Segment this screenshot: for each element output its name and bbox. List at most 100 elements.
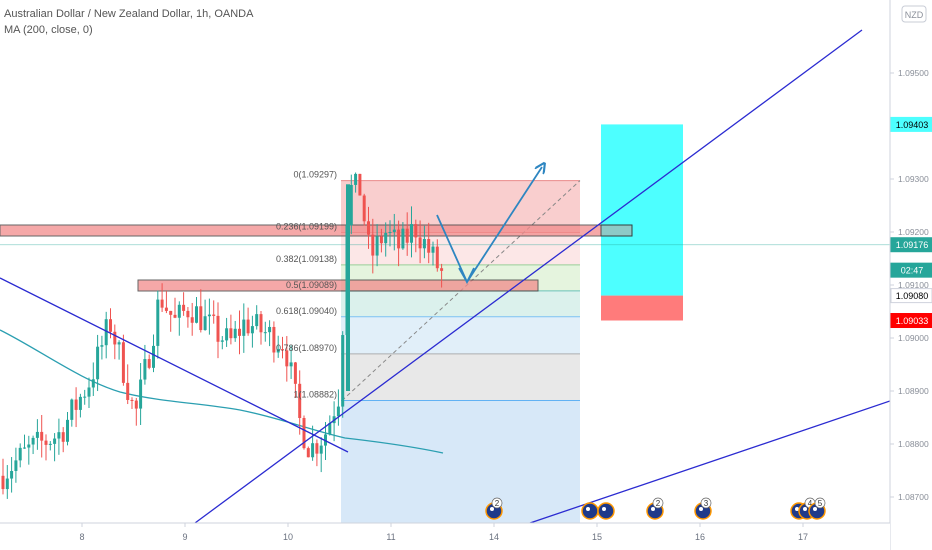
- candle-body: [190, 317, 194, 323]
- support-zone: [137, 279, 539, 292]
- trendlines[interactable]: [0, 29, 891, 524]
- event-marker: 2: [485, 497, 503, 520]
- candle-body: [285, 350, 289, 367]
- long-position-tool[interactable]: [601, 124, 683, 321]
- impulse-candle: [346, 184, 350, 391]
- candle-body: [440, 268, 444, 271]
- projection-arrow-tip: [458, 267, 475, 284]
- price-label-text: 1.09033: [896, 316, 929, 326]
- candle-body: [388, 232, 392, 234]
- event-count-label: 4: [808, 499, 813, 508]
- price-label-text: 1.09403: [896, 120, 929, 130]
- candle-body: [336, 406, 340, 417]
- candle-body: [405, 228, 409, 243]
- candle-body: [169, 310, 173, 315]
- fibonacci-labels: 0(1.09297) 0.236(1.09199) 0.382(1.09138) 0.…: [276, 170, 337, 400]
- time-tick-label: 11: [386, 532, 395, 542]
- candle-body: [195, 306, 198, 323]
- candle-body: [238, 328, 241, 336]
- candle-body: [229, 328, 233, 339]
- currency-badge[interactable]: NZD: [901, 5, 927, 23]
- candle-body: [18, 447, 22, 461]
- candle-body: [233, 328, 237, 339]
- candle-body: [431, 246, 435, 253]
- candle-body: [130, 399, 134, 401]
- event-marker: [581, 502, 599, 520]
- flag-star-icon: [490, 507, 494, 511]
- fib-zone: [341, 180, 580, 233]
- price-tick-label: 1.09000: [898, 333, 929, 343]
- candle-body: [173, 314, 177, 318]
- flag-star-icon: [602, 507, 606, 511]
- candle-body: [225, 328, 229, 341]
- candle-body: [410, 224, 413, 243]
- time-tick-label: 10: [283, 532, 293, 542]
- time-tick-label: 14: [489, 532, 499, 542]
- candle-body: [268, 326, 272, 333]
- event-count-badge: [700, 497, 712, 509]
- event-marker: [597, 502, 615, 520]
- fib-level-label: 0.5(1.09089): [286, 280, 337, 290]
- candle-body: [143, 359, 147, 380]
- candle-body: [414, 224, 418, 238]
- candle-body: [53, 438, 57, 444]
- candle-body: [397, 229, 401, 249]
- currency-badge-label: NZD: [905, 10, 924, 20]
- flag-star-icon: [699, 507, 703, 511]
- candle-body: [203, 316, 207, 331]
- candle-body: [104, 319, 108, 346]
- candle-body: [207, 314, 211, 317]
- price-axis[interactable]: 1.095001.094001.093001.092001.091001.090…: [889, 0, 932, 550]
- event-marker: 3: [694, 497, 712, 520]
- candle-body: [324, 434, 327, 446]
- candle-body: [401, 228, 405, 249]
- candle-body: [199, 306, 203, 331]
- candle-body: [83, 396, 87, 398]
- resistance-zone-overlap: [600, 224, 633, 237]
- candle-body: [91, 379, 95, 388]
- candle-body: [177, 304, 181, 318]
- candle-body: [315, 443, 319, 454]
- candle-body: [371, 234, 375, 256]
- moving-average: [0, 329, 444, 454]
- candle-body: [311, 443, 315, 458]
- candle-body: [61, 432, 65, 442]
- price-label-text: 1.09080: [896, 291, 929, 301]
- flag-star-icon: [795, 507, 799, 511]
- candle-body: [147, 359, 151, 368]
- indicator-legend[interactable]: MA (200, close, 0): [4, 24, 93, 36]
- support-resistance-zones[interactable]: [0, 224, 890, 292]
- flag-icon: [581, 502, 599, 520]
- candle-body: [341, 335, 345, 407]
- fib-level-label: 1(1.08882): [293, 390, 337, 400]
- candle-body: [263, 332, 267, 334]
- candle-body: [242, 319, 246, 336]
- price-tick-label: 1.09500: [898, 68, 929, 78]
- ma-200-line: [0, 329, 444, 454]
- candle-body: [212, 314, 216, 316]
- time-tick-label: 16: [695, 532, 705, 542]
- candle-body: [78, 396, 82, 410]
- event-count-label: 3: [704, 499, 709, 508]
- candle-body: [379, 236, 383, 244]
- price-label-badge: [890, 116, 932, 132]
- fib-zone: [341, 290, 580, 317]
- flag-icon: [597, 502, 615, 520]
- candle-body: [358, 173, 362, 196]
- flag-star-icon: [651, 507, 655, 511]
- fib-level-label: 0(1.09297): [293, 170, 337, 180]
- flag-star-icon: [813, 507, 817, 511]
- candle-body: [276, 349, 280, 353]
- candle-body: [328, 423, 332, 435]
- candle-body: [392, 229, 396, 233]
- fib-zone: [341, 353, 580, 401]
- candle-body: [281, 349, 284, 351]
- candle-body: [31, 437, 35, 445]
- time-axis[interactable]: 8 9 10 11 14 15 16 17: [0, 522, 890, 550]
- candle-body: [70, 399, 74, 420]
- candle-body: [74, 399, 78, 410]
- candle-body: [435, 246, 439, 269]
- event-count-label: 2: [656, 499, 661, 508]
